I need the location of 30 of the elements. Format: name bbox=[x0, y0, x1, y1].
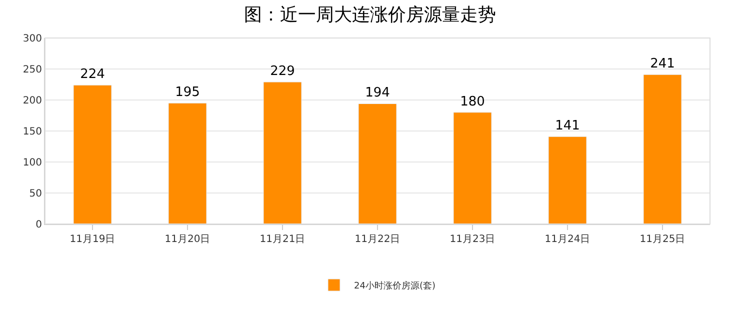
y-tick-label: 300 bbox=[22, 34, 42, 44]
x-tick-label: 11月19日 bbox=[70, 234, 116, 245]
legend-label: 24小时涨价房源(套) bbox=[354, 280, 436, 292]
x-tick-label: 11月25日 bbox=[640, 234, 686, 245]
y-tick-label: 50 bbox=[29, 188, 42, 200]
y-tick-label: 0 bbox=[36, 220, 42, 230]
x-tick-label: 11月21日 bbox=[260, 234, 306, 245]
y-tick-label: 200 bbox=[22, 96, 42, 106]
x-tick-label: 11月20日 bbox=[164, 234, 210, 245]
x-tick-label: 11月23日 bbox=[450, 234, 496, 245]
bar bbox=[358, 103, 397, 224]
data-label: 141 bbox=[555, 118, 580, 134]
y-tick-label: 250 bbox=[22, 64, 42, 76]
data-label: 195 bbox=[175, 85, 200, 100]
data-label: 241 bbox=[650, 56, 675, 72]
bar bbox=[168, 102, 207, 224]
bar bbox=[453, 112, 492, 224]
data-label: 180 bbox=[460, 94, 485, 110]
x-tick-label: 11月22日 bbox=[354, 234, 400, 245]
y-tick-label: 100 bbox=[22, 158, 42, 168]
data-label: 194 bbox=[365, 86, 390, 101]
data-label: 229 bbox=[270, 64, 295, 80]
bar bbox=[643, 74, 682, 224]
bar bbox=[73, 84, 112, 224]
bar bbox=[548, 136, 587, 224]
y-tick-label: 150 bbox=[22, 126, 42, 138]
x-tick-label: 11月24日 bbox=[544, 234, 590, 245]
data-label: 224 bbox=[80, 67, 105, 82]
chart-title: 图：近一周大连涨价房源量走势 bbox=[244, 4, 496, 26]
bar bbox=[263, 82, 302, 224]
